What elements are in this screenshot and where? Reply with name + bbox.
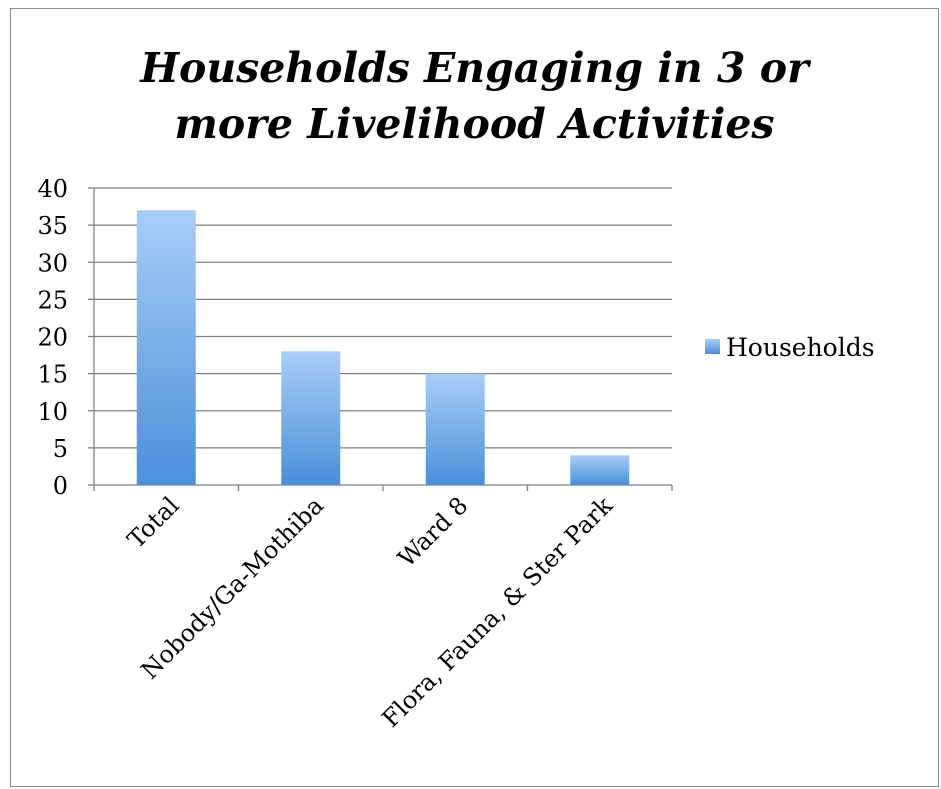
y-tick-label: 20 <box>37 324 68 352</box>
x-category-label: Ward 8 <box>392 491 473 572</box>
chart-title-line2: more Livelihood Activities <box>174 100 775 148</box>
x-category-label: Total <box>122 491 184 553</box>
bar-0 <box>136 210 196 485</box>
legend: Households <box>705 333 875 362</box>
chart-title: Households Engaging in 3 or more Livelih… <box>10 40 939 152</box>
x-category-label: Flora, Fauna, & Ster Park <box>377 491 619 733</box>
bar-2 <box>425 373 485 485</box>
legend-swatch <box>705 339 720 354</box>
y-tick-label: 15 <box>37 361 68 389</box>
y-tick-label: 5 <box>53 435 68 463</box>
y-tick-label: 0 <box>53 472 68 500</box>
y-axis-ticks: 0 5 10 15 20 25 30 35 40 <box>37 175 68 500</box>
legend-label: Households <box>726 333 875 362</box>
bar-3 <box>570 455 630 485</box>
y-tick-label: 30 <box>37 249 68 277</box>
y-tick-label: 25 <box>37 286 68 314</box>
bars <box>136 210 630 485</box>
y-tick-label: 35 <box>37 212 68 240</box>
y-tick-label: 40 <box>37 175 68 203</box>
bar-1 <box>281 351 341 485</box>
y-tick-label: 10 <box>37 398 68 426</box>
chart-title-line1: Households Engaging in 3 or <box>140 44 809 92</box>
